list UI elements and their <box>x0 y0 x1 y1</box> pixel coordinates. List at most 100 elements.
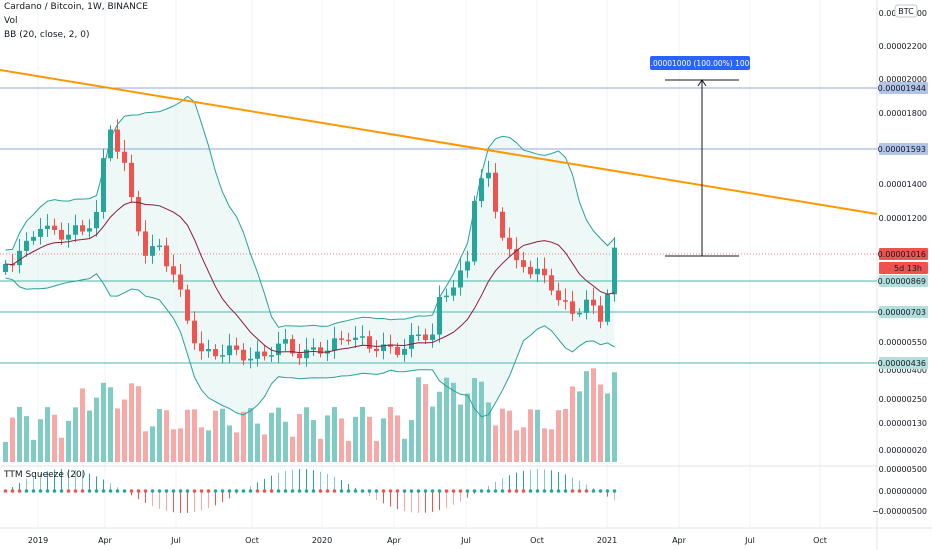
volume-bar <box>479 381 484 462</box>
volume-bar <box>458 404 463 462</box>
ttm-squeeze-dot <box>157 489 162 493</box>
volume-bar <box>143 431 148 462</box>
candle-body <box>479 178 484 202</box>
volume-bar <box>346 440 351 462</box>
volume-bar <box>164 410 169 462</box>
volume-bar <box>185 409 190 462</box>
ttm-squeeze-dot <box>241 489 246 493</box>
candle-body <box>234 345 239 350</box>
ttm-tick-label: 0.00000000 <box>879 487 927 496</box>
ttm-squeeze-dot <box>444 489 449 493</box>
volume-bar <box>192 409 197 462</box>
candle-body <box>73 225 78 235</box>
ttm-squeeze-dot <box>563 489 568 493</box>
candle-body <box>465 261 470 271</box>
price-tag-text: 0.00000436 <box>878 359 926 368</box>
candle-body <box>45 225 50 229</box>
candle-body <box>318 347 323 354</box>
ttm-squeeze-dot <box>311 489 316 493</box>
volume-bar <box>528 409 533 462</box>
volume-bar <box>430 406 435 462</box>
ttm-squeeze-dot <box>255 489 260 493</box>
ttm-squeeze-dot <box>269 489 274 493</box>
volume-bar <box>241 411 246 462</box>
ttm-squeeze-dot <box>416 489 421 493</box>
price-tag <box>879 357 928 369</box>
ttm-squeeze-dot <box>171 489 176 493</box>
volume-bar <box>444 377 449 462</box>
ttm-squeeze-dot <box>591 489 596 493</box>
volume-bar <box>94 397 99 462</box>
price-tag-text: 0.00000703 <box>878 308 926 317</box>
ttm-squeeze-dot <box>542 489 547 493</box>
candle-body <box>311 347 316 350</box>
candle-body <box>514 249 519 261</box>
volume-bar <box>549 429 554 462</box>
candle-body <box>472 201 477 262</box>
candle-body <box>66 234 71 240</box>
time-tick-label: Apr <box>672 536 687 545</box>
ttm-squeeze-dot <box>262 489 267 493</box>
volume-bar <box>129 383 134 462</box>
ttm-tick-label: −0.00000500 <box>872 507 927 516</box>
volume-bar <box>269 412 274 462</box>
candle-body <box>570 301 575 314</box>
candle-body <box>416 334 421 336</box>
bollinger-band-fill <box>5 96 615 417</box>
volume-bar <box>514 430 519 462</box>
volume-bar <box>598 384 603 462</box>
volume-bar <box>500 408 505 462</box>
ttm-squeeze-dot <box>381 489 386 493</box>
volume-bar <box>311 420 316 462</box>
volume-bar <box>325 415 330 462</box>
candle-body <box>227 345 232 356</box>
ttm-squeeze-dot <box>528 489 533 493</box>
volume-bar <box>381 418 386 462</box>
volume-bar <box>486 402 491 462</box>
ttm-legend: TTM Squeeze (20) <box>4 470 86 480</box>
ttm-squeeze-dot <box>556 489 561 493</box>
volume-bar <box>290 436 295 462</box>
horizontal-levels <box>0 87 877 364</box>
time-tick-label: Oct <box>245 536 259 545</box>
ttm-squeeze-dot <box>136 489 141 493</box>
time-tick-label: 2021 <box>597 536 617 545</box>
descending-trendline <box>0 69 878 215</box>
volume-bar <box>304 407 309 462</box>
ttm-squeeze-dot <box>430 489 435 493</box>
ttm-squeeze-dot <box>108 489 113 493</box>
candle-body <box>612 247 617 295</box>
ttm-squeeze-dot <box>290 489 295 493</box>
candle-body <box>164 245 169 267</box>
candle-body <box>213 349 218 357</box>
volume-bar <box>171 429 176 462</box>
candle-body <box>535 268 540 275</box>
volume-bar <box>437 391 442 462</box>
candle-body <box>185 289 190 321</box>
price-tick-label: 0.00000400 <box>879 366 927 375</box>
ttm-squeeze-dot <box>367 489 372 493</box>
volume-bar <box>157 408 162 462</box>
volume-bar <box>38 419 43 462</box>
price-tick-label: 0.00001400 <box>879 180 927 189</box>
volume-bar <box>59 437 64 462</box>
ttm-squeeze-dot <box>227 489 232 493</box>
volume-bar <box>17 407 22 462</box>
volume-bar <box>248 408 253 462</box>
candle-body <box>339 338 344 340</box>
time-tick-label: Jul <box>744 536 755 545</box>
volume-bar <box>577 391 582 462</box>
ttm-squeeze-dot <box>332 489 337 493</box>
candle-body <box>451 287 456 296</box>
price-tick-label: 0.00002200 <box>879 42 927 51</box>
candle-body <box>395 346 400 355</box>
candle-body <box>507 237 512 250</box>
ttm-squeeze-dot <box>549 489 554 493</box>
price-tag <box>879 82 928 94</box>
volume-bar <box>255 423 260 462</box>
time-tick-label: 2020 <box>312 536 332 545</box>
ttm-squeeze-dot <box>122 489 127 493</box>
volume-bar <box>66 420 71 462</box>
volume-bar <box>493 425 498 462</box>
